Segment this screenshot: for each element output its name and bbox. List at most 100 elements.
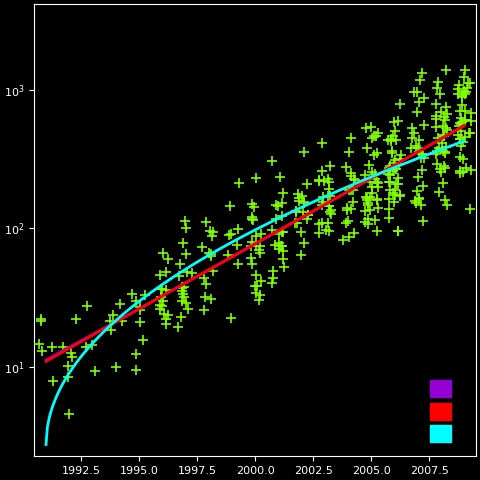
- Point: [455, 122, 463, 130]
- Point: [364, 201, 372, 209]
- Point: [248, 260, 256, 268]
- Point: [461, 91, 469, 98]
- Point: [432, 123, 440, 131]
- Point: [395, 160, 403, 168]
- Point: [112, 363, 120, 371]
- Point: [180, 293, 188, 300]
- Point: [384, 170, 392, 178]
- Point: [462, 133, 469, 141]
- Point: [132, 350, 140, 358]
- Point: [467, 108, 475, 116]
- Point: [343, 204, 351, 211]
- Point: [436, 144, 444, 152]
- Point: [257, 230, 264, 238]
- Point: [465, 129, 473, 137]
- Point: [327, 210, 335, 218]
- Point: [252, 232, 260, 240]
- Point: [455, 131, 462, 139]
- Point: [443, 66, 450, 74]
- Point: [390, 118, 397, 126]
- Point: [276, 230, 283, 238]
- Point: [278, 242, 286, 250]
- Point: [109, 311, 117, 319]
- Point: [418, 167, 426, 174]
- Point: [456, 135, 463, 143]
- Point: [318, 139, 326, 146]
- Point: [363, 194, 371, 202]
- Point: [182, 224, 190, 232]
- Point: [459, 155, 467, 163]
- Point: [160, 310, 168, 318]
- Point: [299, 208, 306, 216]
- Point: [361, 171, 369, 179]
- Point: [458, 101, 466, 109]
- Point: [227, 230, 234, 238]
- Point: [391, 186, 399, 193]
- Point: [385, 164, 393, 171]
- Point: [324, 175, 331, 182]
- Point: [209, 267, 217, 275]
- Point: [342, 163, 349, 171]
- Point: [268, 227, 276, 234]
- Point: [373, 196, 381, 204]
- Point: [326, 163, 334, 170]
- Point: [395, 227, 402, 235]
- Point: [326, 192, 334, 200]
- Point: [371, 175, 379, 183]
- Point: [389, 132, 397, 140]
- Point: [300, 148, 308, 156]
- Point: [419, 150, 426, 158]
- Point: [207, 252, 215, 260]
- Point: [396, 156, 404, 163]
- Point: [83, 302, 91, 310]
- Point: [189, 269, 196, 276]
- Point: [345, 186, 353, 194]
- Point: [64, 372, 72, 380]
- Point: [414, 108, 421, 116]
- Point: [67, 349, 75, 357]
- Point: [371, 170, 379, 178]
- Point: [348, 172, 355, 180]
- Point: [351, 176, 359, 184]
- Point: [364, 199, 372, 207]
- Point: [181, 217, 189, 225]
- Point: [390, 199, 398, 206]
- Point: [385, 214, 393, 221]
- Point: [389, 189, 396, 196]
- Point: [441, 149, 448, 157]
- Point: [65, 410, 72, 418]
- Point: [391, 156, 398, 164]
- Point: [462, 164, 469, 171]
- Point: [419, 70, 426, 77]
- Point: [162, 315, 169, 323]
- Point: [300, 239, 308, 247]
- Point: [464, 84, 471, 91]
- Point: [256, 242, 264, 250]
- Point: [369, 168, 376, 176]
- Point: [178, 297, 186, 305]
- Point: [458, 93, 466, 100]
- Point: [269, 274, 276, 282]
- Point: [325, 185, 333, 193]
- Point: [136, 318, 144, 326]
- Point: [350, 175, 358, 182]
- Point: [368, 134, 375, 142]
- Point: [413, 88, 421, 96]
- Point: [207, 228, 215, 235]
- Point: [269, 279, 276, 287]
- Point: [388, 147, 396, 155]
- Point: [297, 251, 304, 259]
- Point: [48, 344, 56, 351]
- Point: [276, 173, 284, 181]
- Point: [466, 205, 474, 213]
- Point: [371, 216, 379, 223]
- Point: [68, 353, 76, 360]
- Point: [444, 126, 451, 134]
- Point: [235, 179, 243, 187]
- Point: [390, 162, 398, 169]
- Point: [132, 366, 140, 373]
- Point: [316, 176, 324, 184]
- Point: [293, 219, 301, 227]
- Point: [386, 178, 394, 186]
- Point: [415, 194, 422, 202]
